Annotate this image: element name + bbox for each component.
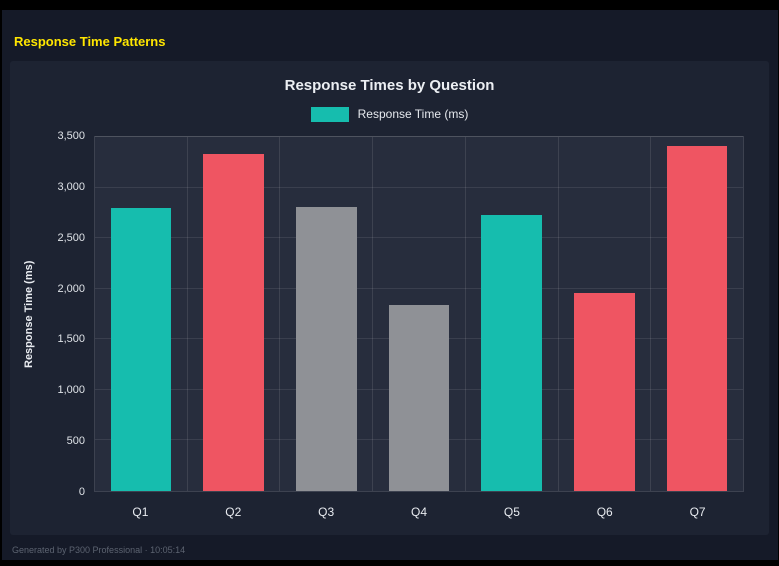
bar-column bbox=[557, 137, 651, 491]
plot-area bbox=[94, 136, 744, 492]
x-tick-label: Q6 bbox=[596, 505, 613, 519]
y-tick-label: 3,500 bbox=[57, 130, 85, 142]
page-background: Response Time Patterns Response Times by… bbox=[2, 10, 778, 560]
bar-q1[interactable] bbox=[110, 207, 172, 491]
legend-label: Response Time (ms) bbox=[357, 107, 469, 121]
page-title: Response Time Patterns bbox=[14, 34, 166, 49]
bar-column bbox=[279, 137, 372, 491]
chart-legend[interactable]: Response Time (ms) bbox=[10, 106, 769, 122]
bar-q6[interactable] bbox=[574, 292, 635, 491]
x-tick-label: Q7 bbox=[689, 505, 706, 519]
h-gridline bbox=[95, 186, 743, 188]
y-tick-label: 1,000 bbox=[57, 384, 85, 397]
y-tick-label: 1,500 bbox=[57, 333, 85, 346]
footer-text: Generated by P300 Professional · 10:05:1… bbox=[12, 545, 186, 555]
bar-column bbox=[186, 137, 280, 491]
bar-column bbox=[464, 137, 558, 491]
h-gridline bbox=[95, 287, 743, 289]
y-tick-label: 0 bbox=[78, 486, 85, 498]
chart-panel: Response Times by Question Response Time… bbox=[10, 61, 769, 535]
legend-swatch bbox=[310, 106, 349, 122]
y-axis-label: Response Time (ms) bbox=[23, 260, 35, 368]
x-tick-label: Q2 bbox=[225, 505, 242, 519]
bar-q7[interactable] bbox=[666, 146, 728, 491]
bar-column bbox=[372, 137, 465, 491]
h-gridline bbox=[95, 237, 743, 239]
bar-q2[interactable] bbox=[203, 154, 264, 491]
bar-q4[interactable] bbox=[388, 304, 450, 491]
x-axis-labels: Q1 Q2 Q3 Q4 Q5 Q6 Q7 bbox=[94, 492, 744, 519]
bar-column bbox=[95, 137, 187, 491]
chart-body: Response Time (ms) 0 500 1,000 1,500 2,000 2,… bbox=[10, 122, 769, 519]
x-tick-label: Q4 bbox=[411, 505, 428, 519]
bar-columns bbox=[95, 137, 743, 491]
y-tick-label: 2,500 bbox=[57, 231, 85, 244]
chart-title: Response Times by Question bbox=[284, 77, 495, 94]
y-tick-labels: 0 500 1,000 1,500 2,000 2,500 3,000 3,500 bbox=[42, 130, 94, 498]
y-tick-label: 2,000 bbox=[57, 282, 85, 295]
x-tick-label: Q3 bbox=[318, 505, 335, 519]
y-tick-label: 500 bbox=[66, 435, 85, 448]
x-tick-label: Q1 bbox=[132, 505, 149, 519]
bar-column bbox=[650, 137, 743, 491]
y-tick-label: 3,000 bbox=[57, 180, 85, 193]
x-tick-label: Q5 bbox=[503, 505, 520, 519]
bar-q5[interactable] bbox=[481, 214, 542, 491]
h-gridline bbox=[95, 136, 743, 137]
bar-q3[interactable] bbox=[296, 206, 357, 491]
